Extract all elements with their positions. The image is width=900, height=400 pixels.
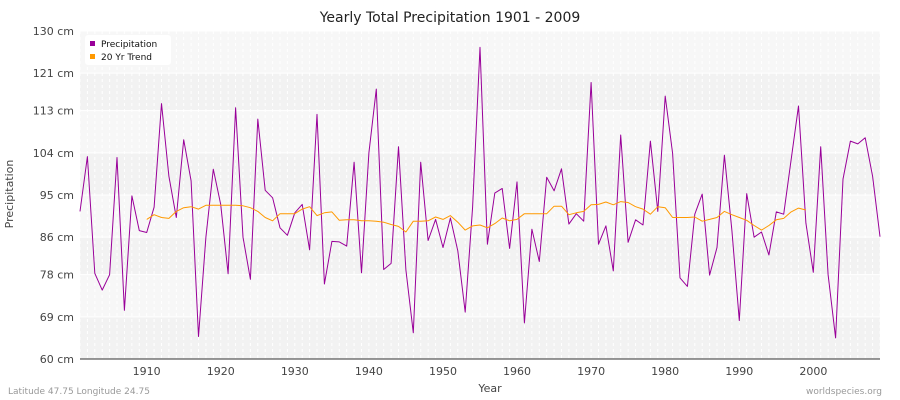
- x-tick-label: 1960: [503, 365, 531, 378]
- x-tick-label: 1950: [429, 365, 457, 378]
- y-tick-label: 104 cm: [33, 147, 74, 160]
- x-tick-label: 1930: [281, 365, 309, 378]
- y-tick-label: 95 cm: [40, 189, 74, 202]
- y-tick-label: 69 cm: [40, 311, 74, 324]
- x-tick-label: 1920: [207, 365, 235, 378]
- legend-label-precipitation: Precipitation: [101, 40, 157, 50]
- y-tick-label: 60 cm: [40, 353, 74, 366]
- legend-swatch-precipitation: [90, 41, 95, 46]
- x-tick-label: 1940: [355, 365, 383, 378]
- y-tick-label: 130 cm: [33, 25, 74, 38]
- series-lines: [79, 46, 881, 339]
- grid-lines: [79, 30, 881, 360]
- y-tick-label: 113 cm: [33, 105, 74, 118]
- y-tick-label: 121 cm: [33, 67, 74, 80]
- legend-swatch-trend: [90, 54, 95, 59]
- x-axis-label: Year: [477, 382, 502, 395]
- x-tick-label: 1910: [133, 365, 161, 378]
- y-axis-ticks: 60 cm 69 cm 78 cm 86 cm 95 cm 104 cm 113 cm 121…: [33, 25, 74, 366]
- chart-title: Yearly Total Precipitation 1901 - 2009: [319, 10, 581, 26]
- legend-label-trend: 20 Yr Trend: [101, 53, 152, 63]
- x-tick-label: 1970: [577, 365, 605, 378]
- x-axis-ticks: 1910 1920 1930 1940 1950 1960 1970 1980 1990 2000: [133, 365, 828, 378]
- precipitation-line: [79, 46, 881, 339]
- footer-coordinates: Latitude 47.75 Longitude 24.75: [8, 387, 150, 397]
- legend-box: [85, 35, 171, 65]
- x-tick-label: 1980: [651, 365, 679, 378]
- y-axis-label: Precipitation: [3, 160, 16, 229]
- x-tick-label: 1990: [725, 365, 753, 378]
- legend: Precipitation 20 Yr Trend: [85, 35, 171, 65]
- footer-source: worldspecies.org: [806, 387, 882, 397]
- x-tick-label: 2000: [799, 365, 827, 378]
- trend-line: [146, 201, 807, 233]
- y-tick-label: 78 cm: [40, 269, 74, 282]
- y-tick-label: 86 cm: [40, 231, 74, 244]
